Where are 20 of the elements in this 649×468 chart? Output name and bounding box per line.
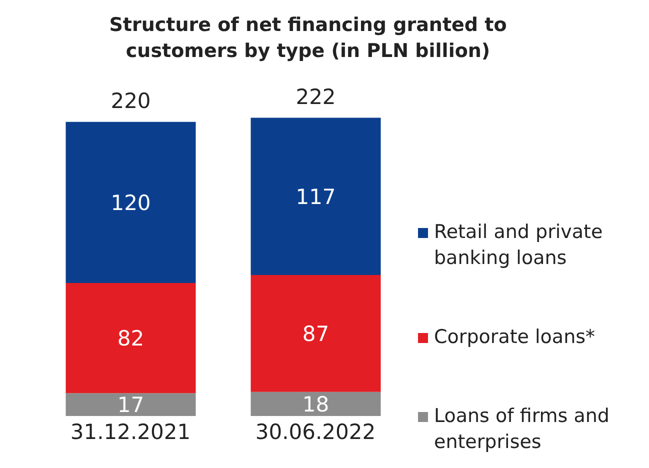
bar: [66, 393, 196, 416]
legend-label: Loans of firms and enterprises: [434, 404, 610, 456]
total-label: 222: [296, 84, 336, 109]
data-label: 87: [302, 322, 330, 346]
data-label: 82: [117, 326, 144, 351]
bar: [250, 118, 381, 275]
bar: [66, 122, 196, 284]
data-label: 117: [296, 184, 336, 209]
legend-label: Corporate loans*: [434, 324, 596, 350]
data-label: 18: [302, 392, 330, 416]
data-label: 17: [117, 393, 144, 418]
x-tick-label: 31.12.2021: [70, 420, 191, 444]
total-label: 220: [110, 88, 151, 113]
bar: [250, 274, 381, 392]
chart-title: Structure of net financing granted to customers by type (in PLN billion): [108, 13, 508, 64]
legend-label: Retail and private banking loans: [434, 220, 604, 271]
bar: [66, 283, 196, 394]
data-label: 120: [110, 190, 151, 215]
bar: [250, 392, 381, 416]
x-tick-label: 30.06.2022: [255, 420, 376, 444]
